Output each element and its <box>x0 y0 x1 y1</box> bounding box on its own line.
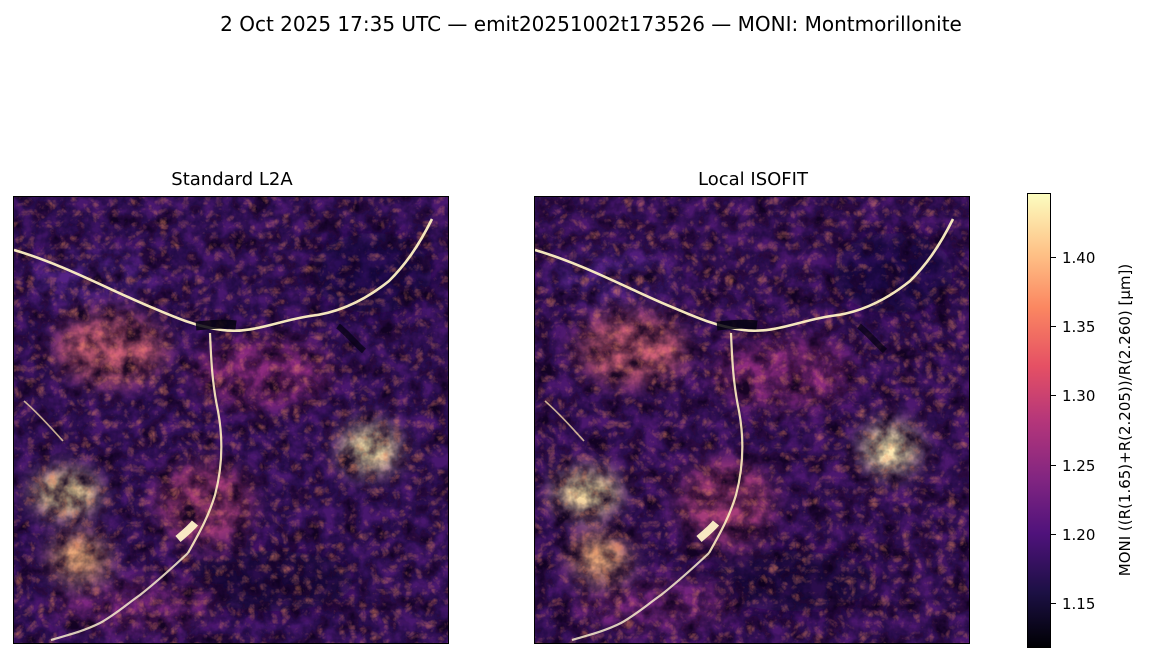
colorbar-tick-label: 1.20 <box>1062 526 1096 544</box>
colorbar-tick-label: 1.15 <box>1062 595 1096 613</box>
colorbar-tick <box>1050 257 1056 258</box>
colorbar-tick <box>1050 395 1056 396</box>
colorbar-tick-label: 1.40 <box>1062 249 1096 267</box>
heatmap-panel-standard-l2a <box>13 196 449 644</box>
colorbar-tick-label: 1.25 <box>1062 457 1096 475</box>
colorbar-tick <box>1050 603 1056 604</box>
colorbar-tick <box>1050 326 1056 327</box>
panel-title-standard-l2a: Standard L2A <box>171 169 293 190</box>
heatmap-panel-local-isofit <box>534 196 970 644</box>
colorbar-tick-label: 1.35 <box>1062 318 1096 336</box>
colorbar <box>1027 193 1051 648</box>
figure-title: 2 Oct 2025 17:35 UTC — emit20251002t1735… <box>220 12 962 36</box>
colorbar-label: MONI ((R(1.65)+R(2.205))/R(2.260) [µm]) <box>1116 263 1134 577</box>
colorbar-tick <box>1050 465 1056 466</box>
colorbar-tick-label: 1.30 <box>1062 387 1096 405</box>
colorbar-tick <box>1050 534 1056 535</box>
panel-title-local-isofit: Local ISOFIT <box>698 169 808 190</box>
